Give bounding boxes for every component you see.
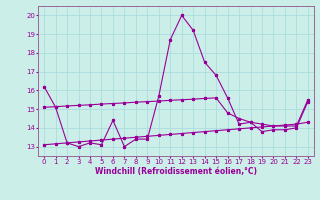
- X-axis label: Windchill (Refroidissement éolien,°C): Windchill (Refroidissement éolien,°C): [95, 167, 257, 176]
